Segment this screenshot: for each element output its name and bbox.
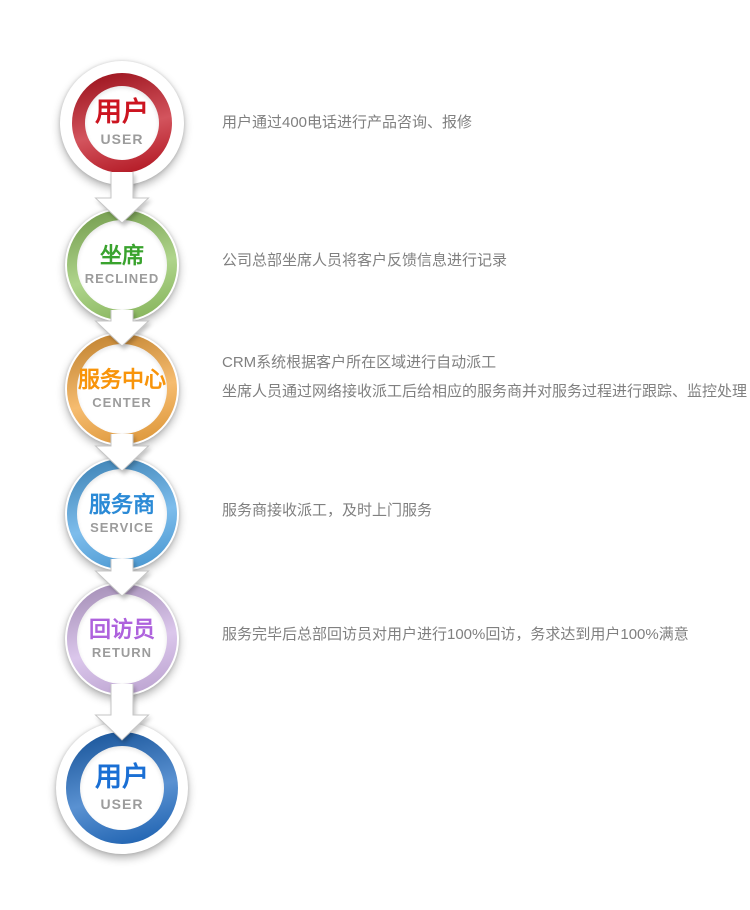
node-label-group: 服务商 SERVICE — [77, 469, 167, 559]
flow-node-user-end: 用户 USER — [56, 722, 188, 854]
node-label-en: RETURN — [91, 644, 153, 660]
node-label-zh: 用户 — [95, 762, 149, 793]
down-arrow-icon — [94, 684, 150, 741]
down-arrow-icon — [94, 434, 150, 472]
node-label-zh: 服务中心 — [77, 366, 166, 392]
node-label-en: RECLINED — [84, 270, 160, 286]
description-line: 公司总部坐席人员将客户反馈信息进行记录 — [222, 252, 508, 269]
node-label-en: SERVICE — [90, 519, 154, 535]
step-description-5: 服务完毕后总部回访员对用户进行100%回访，务求达到用户100%满意 — [222, 620, 689, 649]
flow-node-service-provider: 服务商 SERVICE — [65, 457, 179, 571]
flow-node-agent: 坐席 RECLINED — [65, 208, 179, 322]
flow-node-user-start: 用户 USER — [60, 61, 184, 185]
node-label-en: CENTER — [92, 394, 152, 410]
node-label-group: 用户 USER — [80, 746, 164, 830]
description-line: 用户通过400电话进行产品咨询、报修 — [222, 114, 473, 131]
down-arrow-icon — [94, 310, 150, 347]
description-line: 坐席人员通过网络接收派工后给相应的服务商并对服务过程进行跟踪、监控处理 — [222, 383, 748, 400]
flow-node-service-center: 服务中心 CENTER — [65, 332, 179, 446]
node-label-zh: 服务商 — [88, 491, 155, 517]
description-line: CRM系统根据客户所在区域进行自动派工 — [222, 354, 497, 371]
step-description-1: 用户通过400电话进行产品咨询、报修 — [222, 108, 472, 137]
node-label-group: 回访员 RETURN — [77, 594, 167, 684]
step-description-2: 公司总部坐席人员将客户反馈信息进行记录 — [222, 246, 507, 275]
step-description-4: 服务商接收派工，及时上门服务 — [222, 496, 432, 525]
description-line: 服务完毕后总部回访员对用户进行100%回访，务求达到用户100%满意 — [222, 626, 689, 643]
step-description-3: CRM系统根据客户所在区域进行自动派工 坐席人员通过网络接收派工后给相应的服务商… — [222, 348, 747, 406]
node-label-zh: 坐席 — [99, 242, 144, 268]
down-arrow-icon — [94, 172, 150, 224]
node-label-zh: 用户 — [95, 97, 149, 128]
description-line: 服务商接收派工，及时上门服务 — [222, 502, 433, 519]
node-label-group: 服务中心 CENTER — [77, 344, 167, 434]
flow-node-return-visitor: 回访员 RETURN — [65, 582, 179, 696]
down-arrow-icon — [94, 559, 150, 597]
node-label-group: 坐席 RECLINED — [77, 220, 167, 310]
node-label-en: USER — [100, 130, 144, 147]
node-label-zh: 回访员 — [88, 616, 155, 642]
node-label-group: 用户 USER — [85, 86, 159, 160]
node-label-en: USER — [100, 795, 144, 812]
